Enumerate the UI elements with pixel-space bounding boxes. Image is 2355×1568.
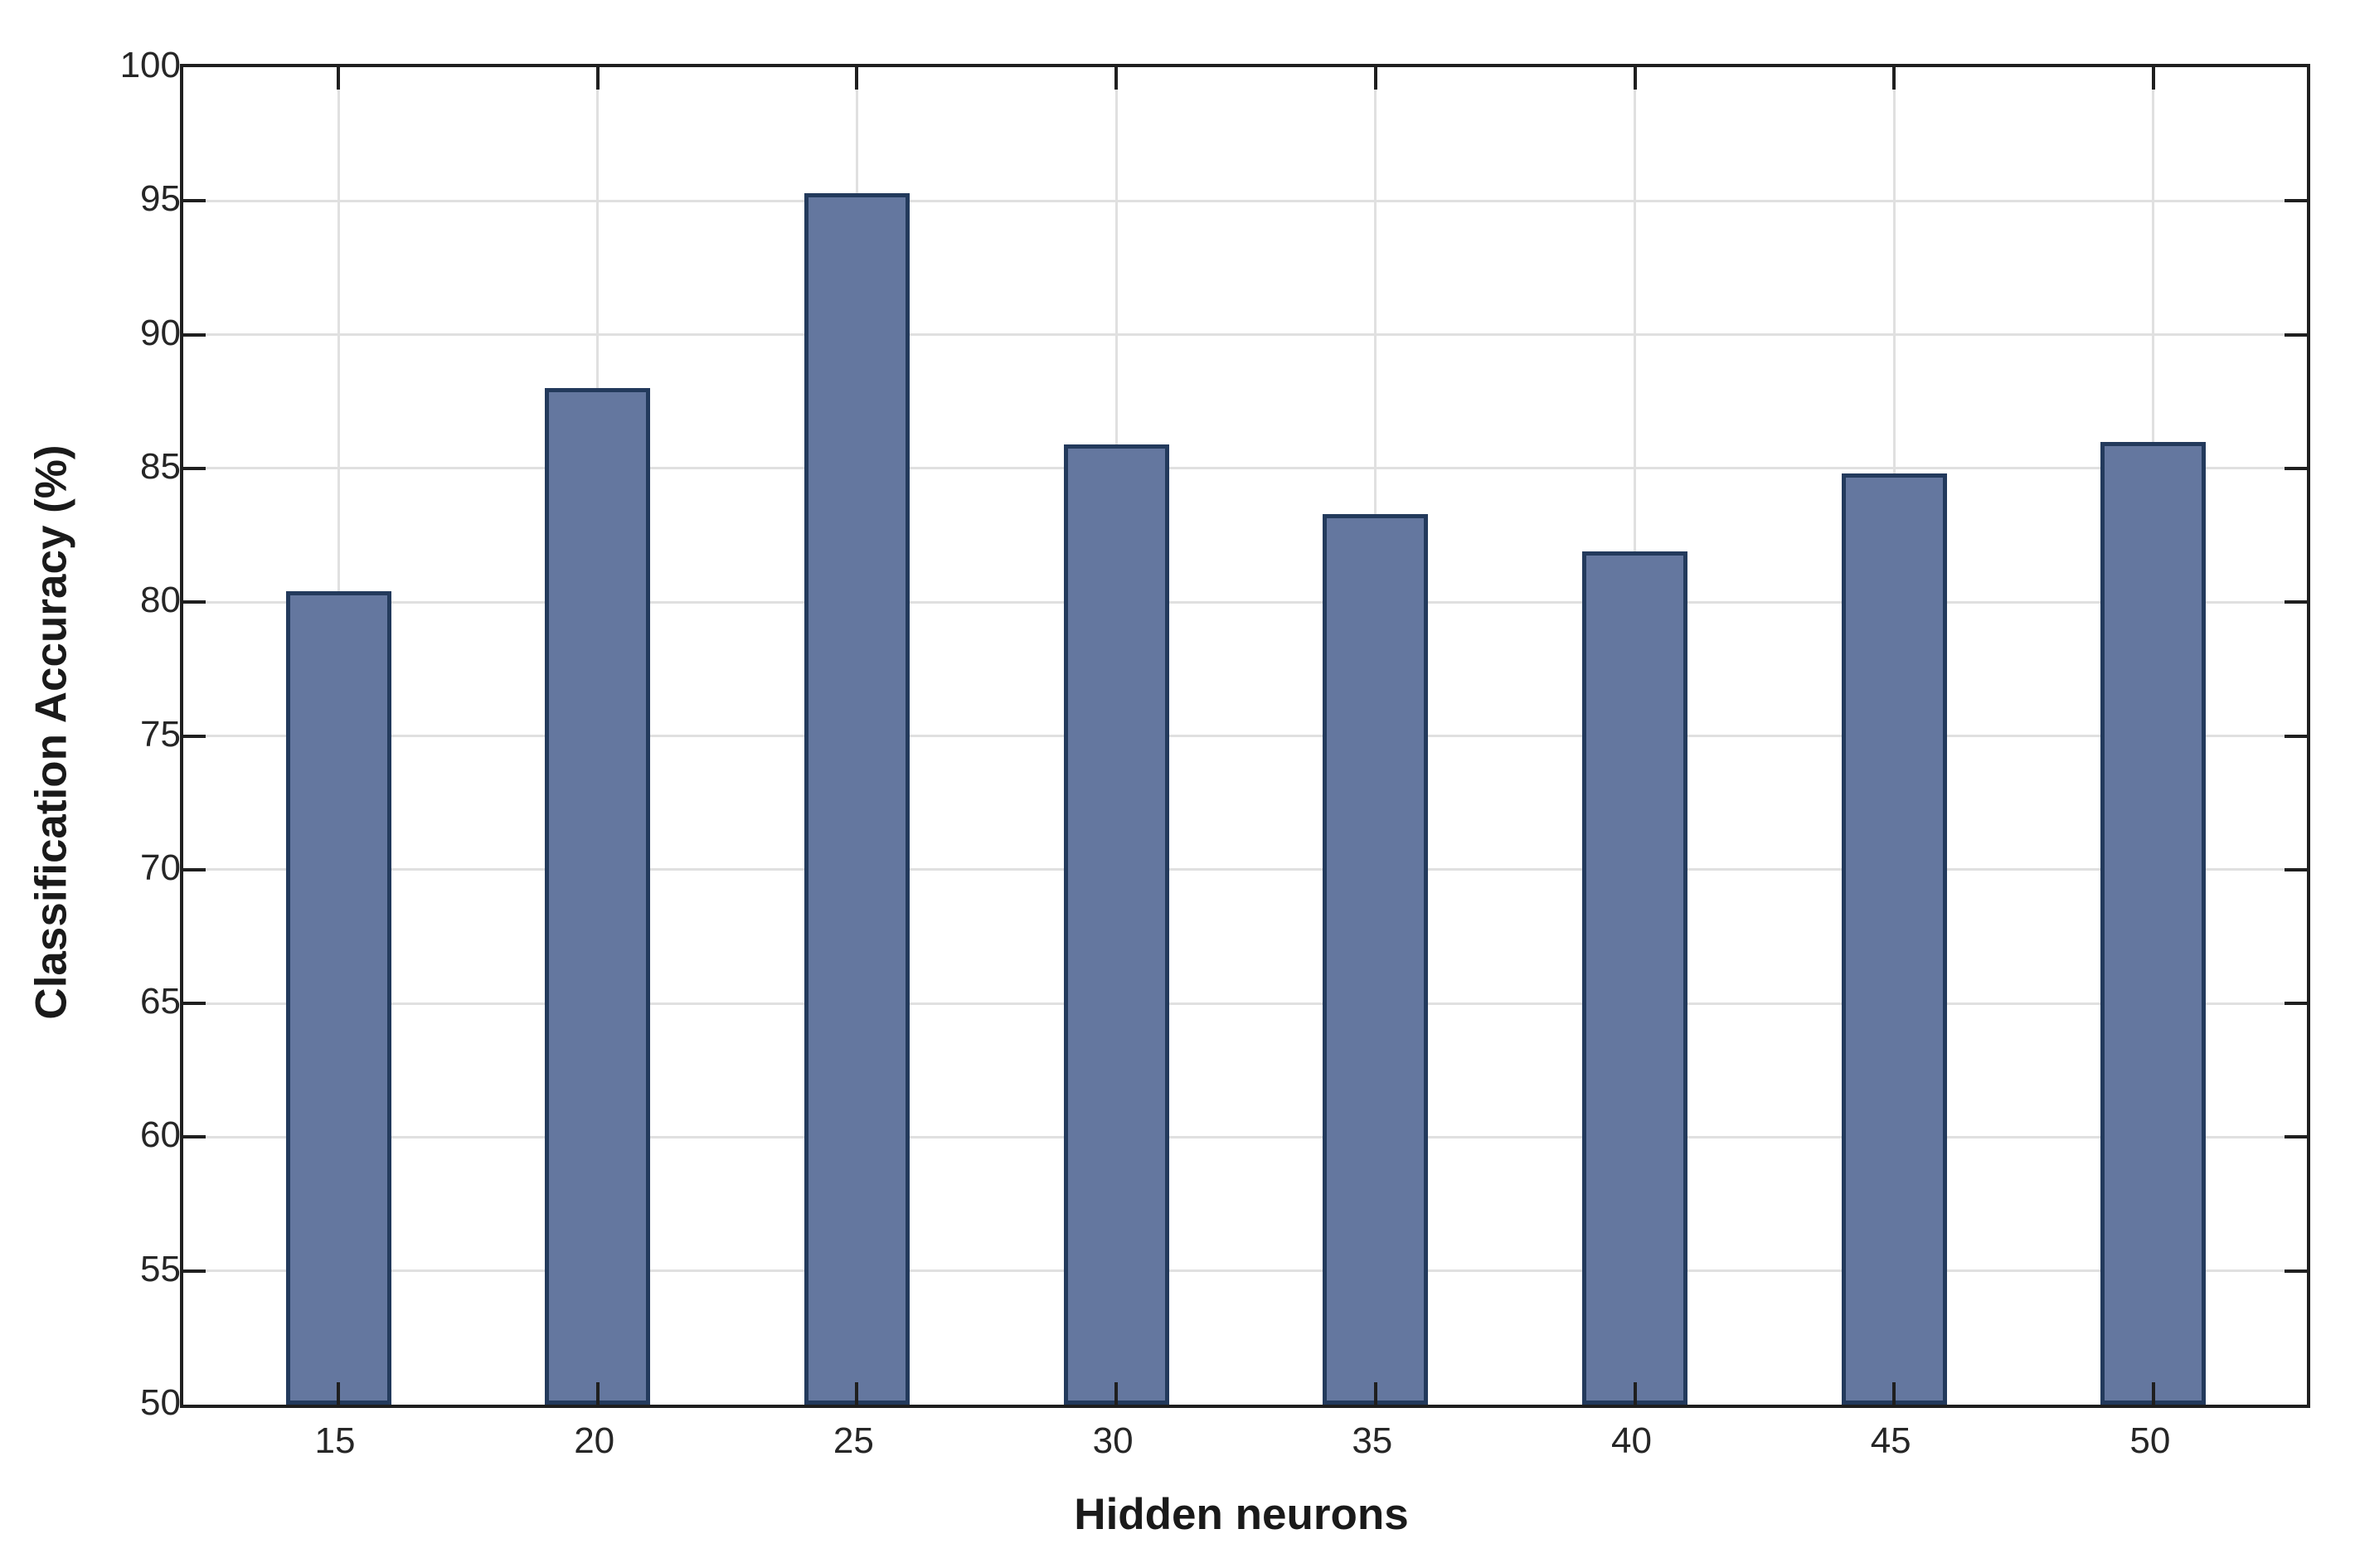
y-tick-mark xyxy=(2285,199,2307,203)
x-tick-mark xyxy=(855,1382,859,1405)
y-tick-mark xyxy=(2285,1002,2307,1006)
x-tick-mark xyxy=(595,67,600,90)
y-tick-label: 100 xyxy=(119,45,181,85)
x-tick-mark xyxy=(1114,67,1119,90)
x-tick-label: 15 xyxy=(314,1420,356,1461)
bar xyxy=(1841,473,1947,1405)
x-tick-mark xyxy=(1633,67,1637,90)
bar xyxy=(804,192,910,1405)
y-tick-mark xyxy=(2285,867,2307,871)
x-tick-label: 35 xyxy=(1352,1420,1393,1461)
y-tick-label: 85 xyxy=(140,445,181,487)
y-tick-mark xyxy=(2285,734,2307,738)
bar xyxy=(285,591,391,1405)
gridline-horizontal xyxy=(183,1002,2307,1005)
plot-area xyxy=(180,64,2310,1408)
y-axis-label: Classification Accuracy (%) xyxy=(27,444,76,1020)
x-tick-mark xyxy=(1633,1382,1637,1405)
x-tick-mark xyxy=(1373,67,1377,90)
x-tick-mark xyxy=(1373,1382,1377,1405)
x-axis-label: Hidden neurons xyxy=(1074,1490,1409,1539)
x-tick-label: 50 xyxy=(2129,1420,2171,1461)
x-tick-label: 40 xyxy=(1611,1420,1652,1461)
y-tick-mark xyxy=(2285,600,2307,604)
gridline-horizontal xyxy=(183,600,2307,604)
y-tick-mark xyxy=(2285,1135,2307,1139)
bar xyxy=(2100,441,2207,1405)
gridline-horizontal xyxy=(183,199,2307,202)
y-tick-label: 60 xyxy=(140,1114,181,1156)
x-tick-mark xyxy=(2151,1382,2155,1405)
x-tick-mark xyxy=(855,67,859,90)
gridline-horizontal xyxy=(183,333,2307,337)
x-tick-mark xyxy=(337,1382,340,1405)
y-tick-mark xyxy=(183,466,206,470)
x-tick-label: 25 xyxy=(833,1420,874,1461)
y-tick-label: 75 xyxy=(140,713,181,755)
gridline-horizontal xyxy=(183,735,2307,737)
y-tick-label: 55 xyxy=(140,1248,181,1289)
y-tick-mark xyxy=(183,734,206,738)
gridline-horizontal xyxy=(183,1135,2307,1138)
bar xyxy=(1323,513,1429,1405)
bar xyxy=(545,388,651,1405)
x-tick-mark xyxy=(1114,1382,1119,1405)
bar xyxy=(1063,444,1169,1405)
y-tick-label: 70 xyxy=(140,847,181,888)
x-tick-label: 30 xyxy=(1092,1420,1134,1461)
x-tick-label: 45 xyxy=(1870,1420,1911,1461)
bar xyxy=(1582,551,1687,1405)
x-tick-label: 20 xyxy=(574,1420,615,1461)
y-tick-mark xyxy=(2285,466,2307,470)
gridline-horizontal xyxy=(183,868,2307,871)
y-tick-label: 50 xyxy=(140,1382,181,1423)
y-tick-label: 95 xyxy=(140,178,181,220)
x-tick-mark xyxy=(1892,67,1896,90)
y-tick-mark xyxy=(183,1135,206,1139)
y-tick-mark xyxy=(183,867,206,871)
y-tick-mark xyxy=(2285,1269,2307,1273)
y-tick-mark xyxy=(183,333,206,337)
y-tick-mark xyxy=(183,600,206,604)
gridline-horizontal xyxy=(183,1269,2307,1273)
x-tick-mark xyxy=(337,67,340,90)
x-tick-mark xyxy=(1892,1382,1896,1405)
y-tick-label: 65 xyxy=(140,981,181,1022)
y-tick-mark xyxy=(183,1269,206,1273)
x-tick-mark xyxy=(595,1382,600,1405)
y-tick-label: 80 xyxy=(140,580,181,621)
y-tick-mark xyxy=(2285,333,2307,337)
gridline-horizontal xyxy=(183,467,2307,470)
y-tick-mark xyxy=(183,199,206,203)
x-tick-mark xyxy=(2151,67,2155,90)
y-tick-mark xyxy=(183,1002,206,1006)
y-tick-label: 90 xyxy=(140,312,181,353)
